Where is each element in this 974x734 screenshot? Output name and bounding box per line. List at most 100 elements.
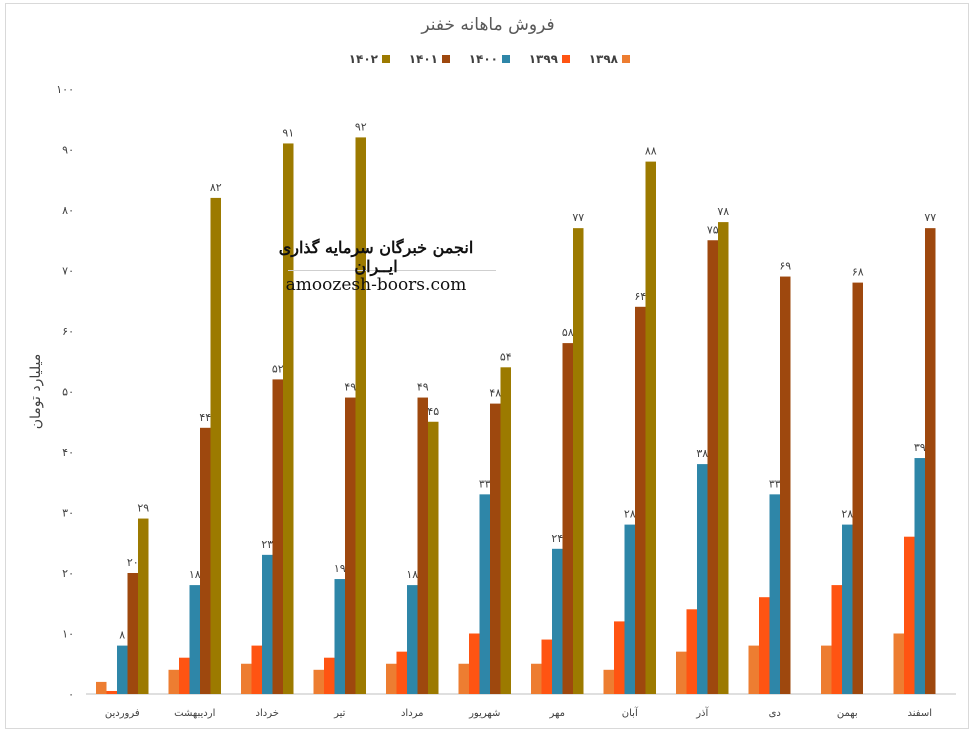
bar-4-6 [573,228,584,694]
bar-1-6 [541,639,552,694]
data-label-2-5: ۳۳ [479,477,491,490]
bar-4-1 [210,197,221,694]
bar-0-6 [531,663,542,694]
bar-0-8 [676,651,687,694]
bar-0-10 [821,645,832,694]
data-label-4-6: ۷۷ [572,211,584,224]
bar-1-4 [396,651,407,694]
data-label-3-5: ۴۸ [489,387,501,400]
legend-label-3: ۱۴۰۱ [409,52,438,66]
watermark-divider [288,270,496,271]
x-tick-label-7: آبان [622,706,639,719]
bar-3-11 [925,228,936,694]
data-label-2-4: ۱۸ [406,568,418,581]
bar-0-3 [313,669,324,694]
bar-2-2 [262,554,273,694]
bar-0-4 [386,663,397,694]
data-label-2-0: ۸ [119,629,125,642]
bar-1-2 [251,645,262,694]
watermark-title: انجمن خبرگان سرمایه گذاری ایــران [278,238,474,276]
y-tick-label-0: ۰ [68,688,74,701]
y-tick-label-10: ۱۰۰ [56,83,74,96]
bar-3-8 [707,240,718,694]
data-label-4-5: ۵۴ [500,350,512,363]
data-label-3-11: ۷۷ [924,211,936,224]
bar-3-10 [852,282,863,694]
bar-4-4 [428,421,439,694]
legend-label-1: ۱۳۹۹ [529,52,559,66]
bar-1-5 [469,633,480,694]
y-tick-label-4: ۴۰ [62,446,74,459]
bar-3-2 [272,379,283,694]
data-label-3-10: ۶۸ [852,266,864,279]
legend-swatch-3 [442,55,450,63]
bar-1-3 [324,657,335,694]
data-label-3-0: ۲۰ [127,556,139,569]
data-label-4-1: ۸۲ [210,181,222,194]
legend-label-2: ۱۴۰۰ [469,52,498,66]
y-axis-title: میلیارد تومان [28,354,44,429]
bar-4-7 [645,161,656,695]
x-tick-label-0: فروردین [105,708,140,719]
bar-3-6 [562,343,573,694]
data-label-2-7: ۲۸ [624,508,636,521]
x-tick-label-8: آذر [695,706,709,719]
bar-2-10 [842,524,853,694]
data-label-2-1: ۱۸ [189,568,201,581]
bar-4-3 [355,137,366,694]
bar-1-11 [904,536,915,694]
bar-1-0 [106,690,117,694]
bar-chart: فروش ماهانه خفنر ۱۳۹۸ ۱۳۹۹ ۱۴۰۰ ۱۴۰۱ ۱۴۰۲ ۰ ۱۰ ۲… [28,15,956,719]
bar-1-8 [686,609,697,694]
legend-swatch-0 [622,55,630,63]
x-tick-label-10: بهمن [837,708,858,719]
bar-1-1 [179,657,190,694]
bar-3-4 [417,397,428,694]
y-tick-label-3: ۳۰ [62,507,74,520]
bar-2-3 [334,579,345,694]
data-label-2-6: ۲۴ [551,532,563,545]
bar-0-2 [241,663,252,694]
data-label-3-4: ۴۹ [417,381,429,394]
legend-swatch-4 [382,55,390,63]
y-tick-label-2: ۲۰ [62,567,74,580]
data-label-3-2: ۵۲ [272,362,284,375]
bar-3-5 [490,403,501,694]
bar-0-1 [168,669,179,694]
data-label-4-4: ۴۵ [427,405,439,418]
legend-swatch-2 [502,55,510,63]
data-label-4-8: ۷۸ [717,205,729,218]
data-label-3-9: ۶۹ [779,260,791,273]
bar-4-8 [718,222,729,694]
data-label-4-0: ۲۹ [137,502,149,515]
bar-3-1 [200,427,211,694]
x-tick-label-2: خرداد [256,708,279,719]
bar-0-9 [748,645,759,694]
data-label-2-10: ۲۸ [841,508,853,521]
bar-1-9 [759,597,770,694]
y-tick-label-9: ۹۰ [62,144,74,157]
x-tick-label-5: شهریور [468,708,500,719]
data-label-3-3: ۴۹ [344,381,356,394]
data-label-2-11: ۳۹ [914,441,926,454]
y-tick-label-1: ۱۰ [62,628,74,641]
x-tick-label-6: مهر [549,708,565,719]
data-label-4-2: ۹۱ [282,126,294,139]
bar-2-5 [479,494,490,694]
bar-2-8 [697,464,708,694]
x-tick-label-11: اسفند [908,708,932,719]
x-tick-label-9: دی [769,708,781,719]
bar-4-2 [283,143,294,694]
data-label-3-8: ۷۵ [707,223,719,236]
bar-0-5 [458,663,469,694]
bar-3-0 [127,573,138,694]
data-label-2-3: ۱۹ [334,562,346,575]
bar-2-7 [624,524,635,694]
bar-3-3 [345,397,356,694]
data-label-4-3: ۹۲ [355,120,367,133]
y-tick-label-8: ۸۰ [62,204,74,217]
legend-swatch-1 [562,55,570,63]
bar-1-7 [614,621,625,694]
data-label-3-7: ۶۴ [634,290,646,303]
x-tick-label-1: اردیبهشت [174,708,215,719]
